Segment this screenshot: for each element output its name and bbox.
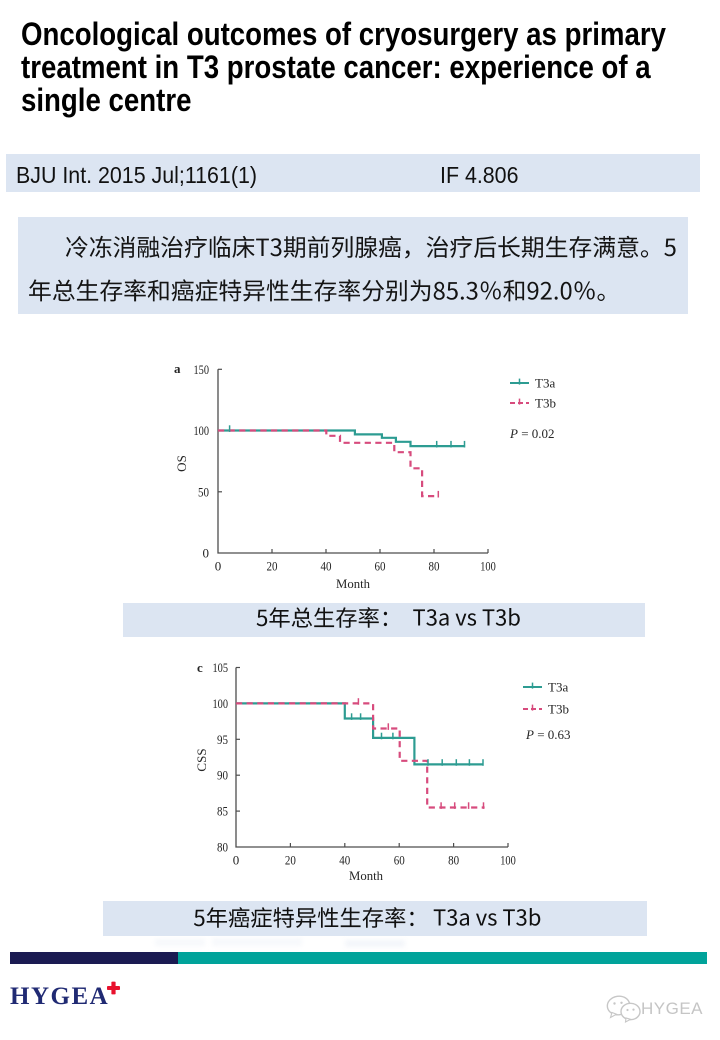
svg-text:105: 105 (213, 660, 229, 675)
svg-text:OS: OS (174, 455, 189, 472)
svg-text:100: 100 (213, 696, 229, 711)
svg-text:40: 40 (321, 559, 332, 574)
svg-text:90: 90 (217, 768, 228, 783)
svg-text:50: 50 (198, 484, 209, 499)
svg-text:20: 20 (285, 853, 296, 868)
svg-text:80: 80 (448, 853, 459, 868)
svg-text:60: 60 (394, 853, 405, 868)
svg-text:a: a (174, 361, 181, 376)
svg-text:T3a: T3a (548, 680, 568, 695)
svg-text:85: 85 (217, 804, 228, 819)
svg-text:c: c (197, 660, 203, 675)
svg-text:Month: Month (349, 868, 383, 883)
svg-text:0: 0 (203, 546, 210, 561)
svg-text:20: 20 (267, 559, 278, 574)
svg-text:P = 0.63: P = 0.63 (525, 727, 571, 742)
svg-text:150: 150 (194, 362, 210, 377)
svg-text:80: 80 (429, 559, 440, 574)
svg-text:100: 100 (500, 853, 516, 868)
svg-text:60: 60 (375, 559, 386, 574)
svg-text:T3a: T3a (535, 376, 555, 391)
svg-text:80: 80 (217, 840, 228, 855)
svg-text:Month: Month (336, 576, 370, 591)
svg-text:100: 100 (480, 559, 496, 574)
svg-text:T3b: T3b (535, 396, 556, 411)
svg-text:40: 40 (339, 853, 350, 868)
svg-text:0: 0 (215, 559, 222, 574)
svg-text:CSS: CSS (194, 748, 209, 771)
svg-text:95: 95 (217, 732, 228, 747)
svg-text:T3b: T3b (548, 702, 569, 717)
svg-text:P = 0.02: P = 0.02 (509, 426, 555, 441)
svg-text:100: 100 (194, 423, 210, 438)
svg-text:0: 0 (233, 853, 240, 868)
